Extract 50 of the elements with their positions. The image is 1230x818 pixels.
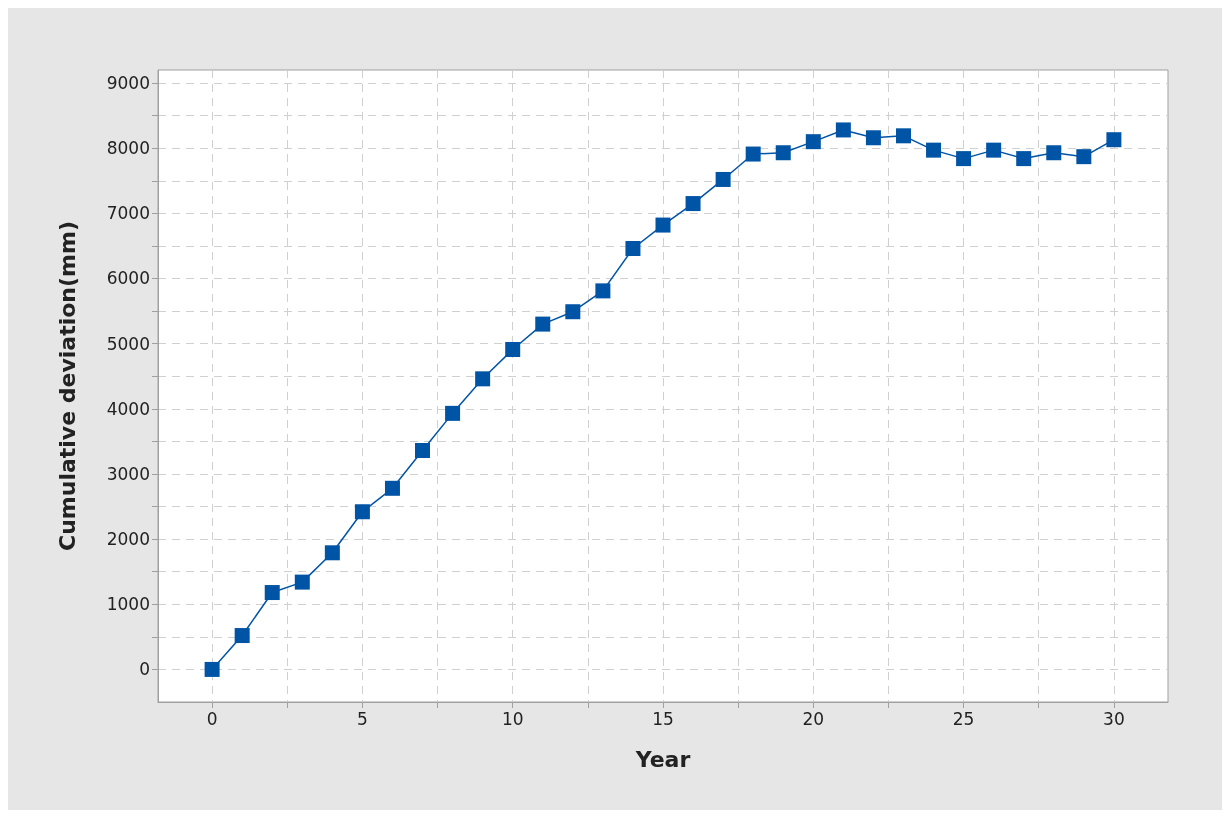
x-tick-label: 15 bbox=[652, 708, 674, 729]
point bbox=[565, 304, 581, 320]
point bbox=[294, 574, 310, 590]
x-tick-label: 25 bbox=[952, 708, 975, 729]
y-tick-label: 7000 bbox=[106, 203, 150, 224]
point bbox=[415, 443, 431, 458]
x-tick-label: 5 bbox=[356, 708, 368, 729]
point bbox=[835, 122, 851, 138]
x-tick-label: 30 bbox=[1103, 708, 1125, 729]
point bbox=[1106, 132, 1122, 148]
point bbox=[1016, 151, 1032, 167]
point bbox=[986, 142, 1002, 158]
point bbox=[234, 628, 250, 644]
point bbox=[775, 145, 791, 161]
x-tick-label: 0 bbox=[206, 708, 218, 729]
y-tick-label: 2000 bbox=[106, 529, 150, 550]
x-tick-label: 20 bbox=[802, 708, 825, 729]
point bbox=[926, 142, 942, 158]
y-tick-label: 1000 bbox=[106, 594, 150, 615]
x-tick-label: 10 bbox=[501, 708, 524, 729]
x-axis-title: Year bbox=[634, 746, 691, 772]
point bbox=[505, 342, 521, 358]
y-tick-label: 5000 bbox=[106, 333, 150, 354]
y-tick-label: 8000 bbox=[106, 138, 150, 159]
point bbox=[715, 171, 731, 187]
point bbox=[895, 128, 911, 144]
point bbox=[685, 196, 701, 212]
point bbox=[354, 504, 370, 520]
y-tick-label: 4000 bbox=[106, 398, 150, 419]
point bbox=[475, 371, 491, 387]
point bbox=[384, 480, 400, 496]
y-axis-title: Cumulative deviation(mm) bbox=[54, 221, 80, 551]
point bbox=[956, 151, 972, 167]
y-tick-label: 9000 bbox=[106, 73, 150, 94]
point bbox=[595, 283, 611, 299]
point bbox=[745, 146, 761, 162]
point bbox=[655, 217, 671, 233]
point bbox=[1076, 149, 1092, 165]
y-tick-label: 0 bbox=[139, 659, 150, 680]
point bbox=[1046, 145, 1062, 161]
point bbox=[805, 134, 821, 150]
point bbox=[625, 241, 641, 257]
point bbox=[445, 405, 461, 421]
point bbox=[204, 661, 220, 677]
y-tick-label: 6000 bbox=[106, 268, 150, 289]
point bbox=[535, 316, 551, 332]
point bbox=[324, 545, 340, 561]
point bbox=[865, 130, 881, 146]
y-tick-label: 3000 bbox=[106, 463, 150, 484]
point bbox=[264, 585, 280, 601]
